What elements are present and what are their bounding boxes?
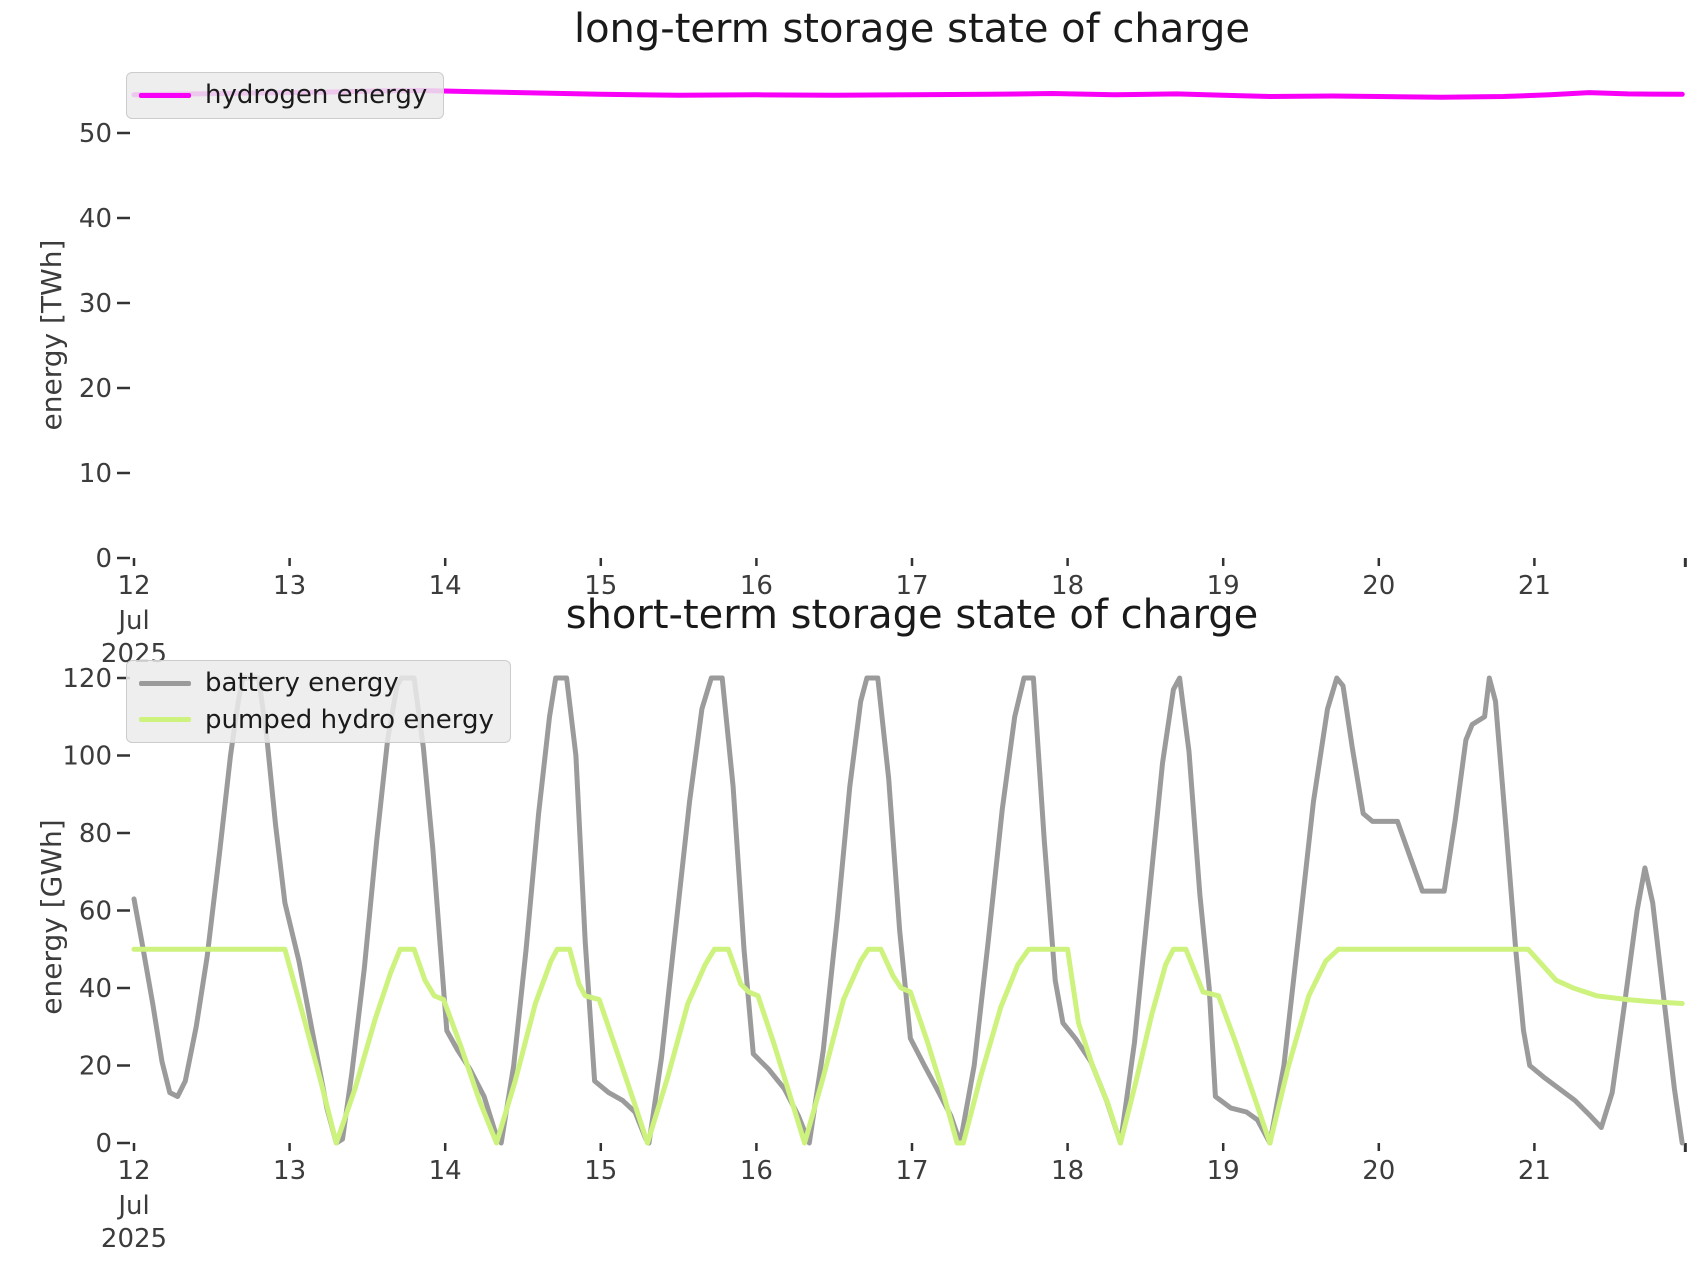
chart-title-short-term: short-term storage state of charge [565,592,1259,638]
x-tick-label: 19 [1207,1156,1240,1186]
x-tick-label: 14 [429,1156,462,1186]
y-tick-label: 0 [95,1129,112,1159]
legend-line-sample [139,680,191,686]
x-tick-label: 12 [117,1156,150,1186]
x-tick-label: 20 [1362,571,1395,601]
y-tick-label: 100 [62,742,112,772]
y-tick-label: 80 [79,819,112,849]
x-tick-label: 17 [895,1156,928,1186]
x-axis-month-label: Jul [116,606,149,636]
x-tick-label: 13 [273,571,306,601]
legend-entry-battery-energy: battery energy [139,669,494,698]
legend-entry-pumped-hydro-energy: pumped hydro energy [139,704,494,735]
legend-long-term: hydrogen energy [126,72,445,119]
x-tick-label: 20 [1362,1156,1395,1186]
x-tick-label: 14 [429,571,462,601]
x-tick-label: 13 [273,1156,306,1186]
legend-line-sample [139,717,191,723]
legend-label: hydrogen energy [205,80,428,110]
x-tick-label: 16 [740,571,773,601]
x-axis-year-label: 2025 [101,1224,167,1254]
y-tick-label: 50 [79,119,112,149]
y-axis-label-twh: energy [TWh] [35,239,68,431]
x-tick-label: 15 [584,571,617,601]
y-tick-label: 20 [79,374,112,404]
legend-short-term: battery energy pumped hydro energy [126,660,511,744]
x-tick-label: 18 [1051,1156,1084,1186]
y-axis-label-gwh: energy [GWh] [35,819,68,1015]
y-tick-label: 0 [95,544,112,574]
x-tick-label: 16 [740,1156,773,1186]
y-tick-label: 40 [79,974,112,1004]
chart-title-long-term: long-term storage state of charge [573,6,1251,52]
y-tick-label: 40 [79,204,112,234]
y-tick-label: 10 [79,459,112,489]
series-line-battery-energy [131,675,1685,1146]
y-tick-label: 120 [62,664,112,694]
x-tick-label: 17 [895,571,928,601]
x-tick-label: 18 [1051,571,1084,601]
x-tick-label: 21 [1518,571,1551,601]
legend-label: battery energy [205,668,399,698]
x-tick-label: 21 [1518,1156,1551,1186]
y-tick-label: 30 [79,289,112,319]
legend-label: pumped hydro energy [205,704,494,735]
legend-line-sample [139,92,191,98]
legend-entry-hydrogen-energy: hydrogen energy [139,81,427,110]
x-axis-month-label: Jul [116,1191,149,1221]
x-tick-label: 15 [584,1156,617,1186]
series-line-pumped-hydro-energy [131,946,1685,1146]
x-tick-label: 12 [117,571,150,601]
x-tick-label: 19 [1207,571,1240,601]
y-tick-label: 60 [79,897,112,927]
y-tick-label: 20 [79,1052,112,1082]
